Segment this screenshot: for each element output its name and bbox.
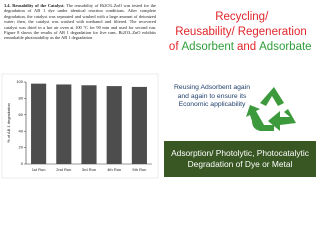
bar [81, 85, 97, 164]
title-segment: Regeneration of [168, 26, 307, 53]
bar [56, 84, 72, 164]
title-segment: Adsorbate [259, 41, 312, 53]
title-segment: and [236, 41, 257, 53]
y-tick-label: 60 [19, 112, 24, 117]
slide-title: Recycling/ Reusability/Regeneration of Ad… [164, 10, 318, 55]
x-tick-label: 1st Run [32, 167, 46, 172]
bar [106, 86, 122, 164]
bar [131, 86, 147, 164]
doc-heading: 3.4. Reusability of the Catalyst. [4, 3, 65, 8]
x-tick-label: 4th Run [107, 167, 121, 172]
y-tick-label: 20 [19, 145, 24, 150]
bar [31, 83, 47, 164]
title-segment: Adsorbent [181, 41, 234, 53]
y-tick-label: 0 [21, 161, 24, 166]
y-tick-label: 100 [16, 79, 23, 84]
figure: % of AB 1 degradation 0 20 40 60 80 100 1st Run… [1, 73, 296, 179]
callout: Reusing Adsorbent again and again to ens… [174, 84, 250, 109]
recycle-icon [246, 87, 296, 131]
title-segment: Recycling/ Reusability/ [175, 11, 269, 38]
x-tick-label: 3rd Run [82, 167, 96, 172]
x-tick-label: 2nd Run [56, 167, 71, 172]
x-tick-label: 5th Run [132, 167, 146, 172]
banner: Adsorption/ Photolytic, Photocatalytic D… [164, 141, 316, 177]
document-excerpt: 3.4. Reusability of the Catalyst. The re… [4, 3, 156, 41]
y-tick-label: 80 [19, 95, 24, 100]
doc-text: The reusability of Bi2O3–ZnO was tested … [4, 3, 156, 41]
y-axis-label: % of AB 1 degradation [6, 103, 11, 143]
slide: 3.4. Reusability of the Catalyst. The re… [1, 3, 318, 179]
banner-text: Adsorption/ Photolytic, Photocatalytic D… [171, 148, 309, 169]
y-tick-label: 40 [19, 128, 24, 133]
